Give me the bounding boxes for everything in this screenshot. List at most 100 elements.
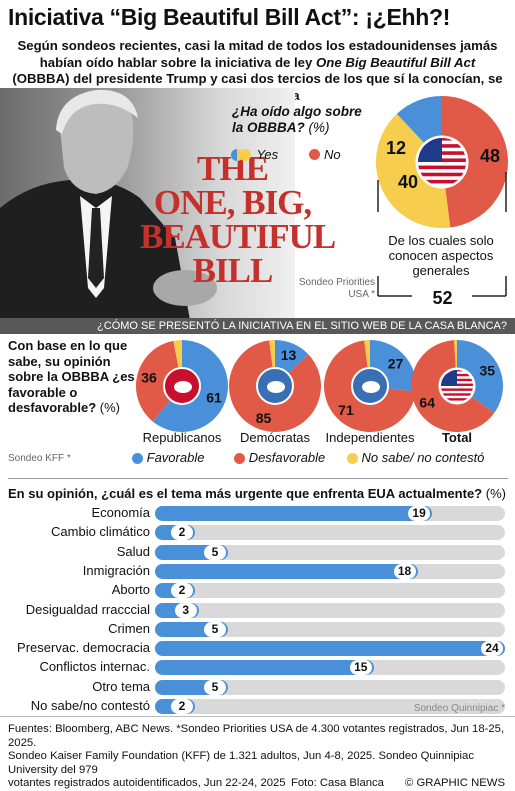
bar-category-label: Aborto bbox=[111, 582, 150, 598]
page-title: Iniciativa “Big Beautiful Bill Act”: ¡¿E… bbox=[8, 4, 451, 30]
opinion-pie-republicanos: 61 36 bbox=[136, 340, 228, 432]
bar-category-label: Crimen bbox=[108, 620, 150, 636]
section2-question-text: Con base en lo que sabe, su opinión sobr… bbox=[8, 338, 135, 415]
bar-track: 19 bbox=[155, 506, 505, 521]
section1-legend: Yes No bbox=[230, 146, 380, 164]
section3-question: En su opinión, ¿cuál es el tema más urge… bbox=[8, 486, 513, 501]
opinion-pie-independientes: 27 71 bbox=[324, 340, 416, 432]
section2-legend: Favorable Desfavorable No sabe/ no conte… bbox=[132, 450, 512, 465]
legend-no-answer: No sabe/ no contestó bbox=[361, 450, 485, 465]
section1-question-main: ¿Ha oído algo sobre la OBBBA? bbox=[232, 104, 362, 135]
bar-track: 24 bbox=[155, 641, 505, 657]
opinion-category-label: Total bbox=[441, 430, 473, 445]
section-divider bbox=[8, 478, 508, 479]
opinion-category-label: Independientes bbox=[325, 430, 415, 445]
bar-value-label: 2 bbox=[171, 699, 193, 714]
legend-yes: Yes bbox=[256, 147, 279, 162]
elephant-icon bbox=[163, 367, 201, 405]
bar-value-label: 15 bbox=[349, 660, 372, 676]
section2-question: Con base en lo que sabe, su opinión sobr… bbox=[8, 338, 143, 416]
bar-category-label: Salud bbox=[116, 543, 150, 559]
portrait-illustration bbox=[0, 89, 217, 320]
us-flag-icon bbox=[438, 367, 476, 405]
bar-value-label: 5 bbox=[203, 621, 226, 637]
favorable-label: 27 bbox=[388, 356, 404, 372]
bar-fill bbox=[155, 660, 374, 676]
bar-category-label: No sabe/no contestó bbox=[30, 698, 150, 713]
book-title-line: BILL bbox=[192, 251, 274, 290]
opinion-pie-demócratas: 13 85 bbox=[228, 340, 321, 432]
no-legend-icon bbox=[308, 149, 320, 161]
legend-no: No bbox=[324, 147, 341, 162]
bar-category-label: Otro tema bbox=[92, 678, 150, 694]
bar-category-label: Preservac. democracia bbox=[17, 640, 150, 656]
slice-general-label: 40 bbox=[398, 172, 418, 192]
footer-line: Sondeo Kaiser Family Foundation (KFF) de… bbox=[8, 750, 474, 776]
bar-fill bbox=[155, 641, 505, 657]
yes-total-label: 52 bbox=[432, 288, 453, 308]
opinion-category-label: Republicanos bbox=[142, 430, 222, 445]
favorable-label: 35 bbox=[480, 363, 496, 379]
legend-favorable: Favorable bbox=[146, 450, 205, 465]
donkey-icon bbox=[256, 367, 294, 405]
opinion-category-label: Demócratas bbox=[239, 430, 311, 445]
bar-value-label: 5 bbox=[203, 544, 226, 560]
awareness-note: De los cuales solo conocen aspectos gene… bbox=[388, 233, 494, 278]
page-subtitle: Según sondeos recientes, casi la mitad d… bbox=[10, 38, 505, 104]
opinion-categories: Republicanos Demócratas Independientes Tota… bbox=[130, 430, 515, 448]
footer: Fuentes: Bloomberg, ABC News. *Sondeo Pr… bbox=[8, 723, 513, 791]
bar-track: 2 bbox=[155, 525, 505, 541]
bar-category-label: Inmigración bbox=[82, 562, 150, 578]
slice-unfavorable bbox=[136, 340, 182, 422]
unfavorable-label: 71 bbox=[338, 402, 354, 418]
favorable-label: 13 bbox=[281, 347, 297, 363]
bar-track: 5 bbox=[155, 679, 505, 695]
bar-value-label: 24 bbox=[481, 641, 503, 657]
whitehouse-band-text: ¿CÓMO SE PRESENTÓ LA INICIATIVA EN EL SI… bbox=[97, 320, 507, 332]
unfavorable-legend-icon bbox=[234, 453, 246, 465]
slice-yes-general bbox=[376, 113, 451, 228]
bar-fill bbox=[155, 563, 418, 579]
subtitle-paren: (OBBBA) bbox=[12, 71, 74, 86]
bar-track: 2 bbox=[155, 699, 505, 714]
urgent-issues-bars: Economía 19 Cambio climático 2 Salud 5 Inmigra… bbox=[0, 505, 515, 716]
photo-panel bbox=[0, 88, 295, 320]
section1-question: ¿Ha oído algo sobre la OBBBA? (%) bbox=[232, 104, 367, 136]
bar-category-label: Cambio climático bbox=[51, 524, 150, 540]
whitehouse-band: ¿CÓMO SE PRESENTÓ LA INICIATIVA EN EL SI… bbox=[0, 318, 515, 334]
favorable-legend-icon bbox=[132, 453, 143, 465]
bar-value-label: 2 bbox=[171, 583, 193, 599]
section1-source: Sondeo Priorities USA * bbox=[298, 277, 375, 300]
section3-source: Sondeo Quinnipiac * bbox=[413, 703, 505, 714]
unfavorable-label: 36 bbox=[141, 370, 157, 386]
book-title-line: ONE, BIG, bbox=[153, 183, 312, 222]
section3-question-text: En su opinión, ¿cuál es el tema más urge… bbox=[8, 486, 483, 501]
bar-track: 5 bbox=[155, 621, 505, 637]
hand-icon bbox=[351, 367, 389, 405]
bar-category-label: Conflictos internac. bbox=[39, 659, 150, 675]
bar-track: 18 bbox=[155, 563, 505, 579]
slice-no-label: 48 bbox=[480, 146, 500, 166]
legend-unfavorable: Desfavorable bbox=[248, 450, 326, 465]
footer-divider bbox=[0, 716, 515, 717]
bar-category-label: Economía bbox=[91, 505, 150, 520]
opinion-pies: 61 36 13 85 27 71 35 64 bbox=[130, 338, 515, 433]
subtitle-pre: Según sondeos recientes, casi la mitad d… bbox=[17, 38, 498, 70]
bar-track: 2 bbox=[155, 583, 505, 599]
slice-other-label: 12 bbox=[386, 138, 406, 158]
bar-value-label: 2 bbox=[171, 525, 193, 541]
footer-last-line: votantes registrados autoidentificados, … bbox=[8, 777, 513, 791]
bar-track: 5 bbox=[155, 544, 505, 560]
bar-value-label: 19 bbox=[408, 506, 431, 521]
bar-value-label: 3 bbox=[174, 602, 197, 618]
yes-legend-icon bbox=[231, 148, 251, 161]
bracket-lines bbox=[377, 172, 507, 297]
bar-track: 3 bbox=[155, 602, 505, 618]
brand-credit: © GRAPHIC NEWS bbox=[405, 777, 505, 790]
section3-unit: (%) bbox=[485, 486, 506, 501]
opinion-pie-total: 35 64 bbox=[411, 340, 503, 432]
bar-fill bbox=[155, 506, 433, 521]
book-title-line: BEAUTIFUL bbox=[140, 217, 336, 256]
unfavorable-label: 85 bbox=[256, 410, 272, 426]
book-title: THE ONE, BIG, BEAUTIFUL BILL bbox=[140, 151, 336, 290]
